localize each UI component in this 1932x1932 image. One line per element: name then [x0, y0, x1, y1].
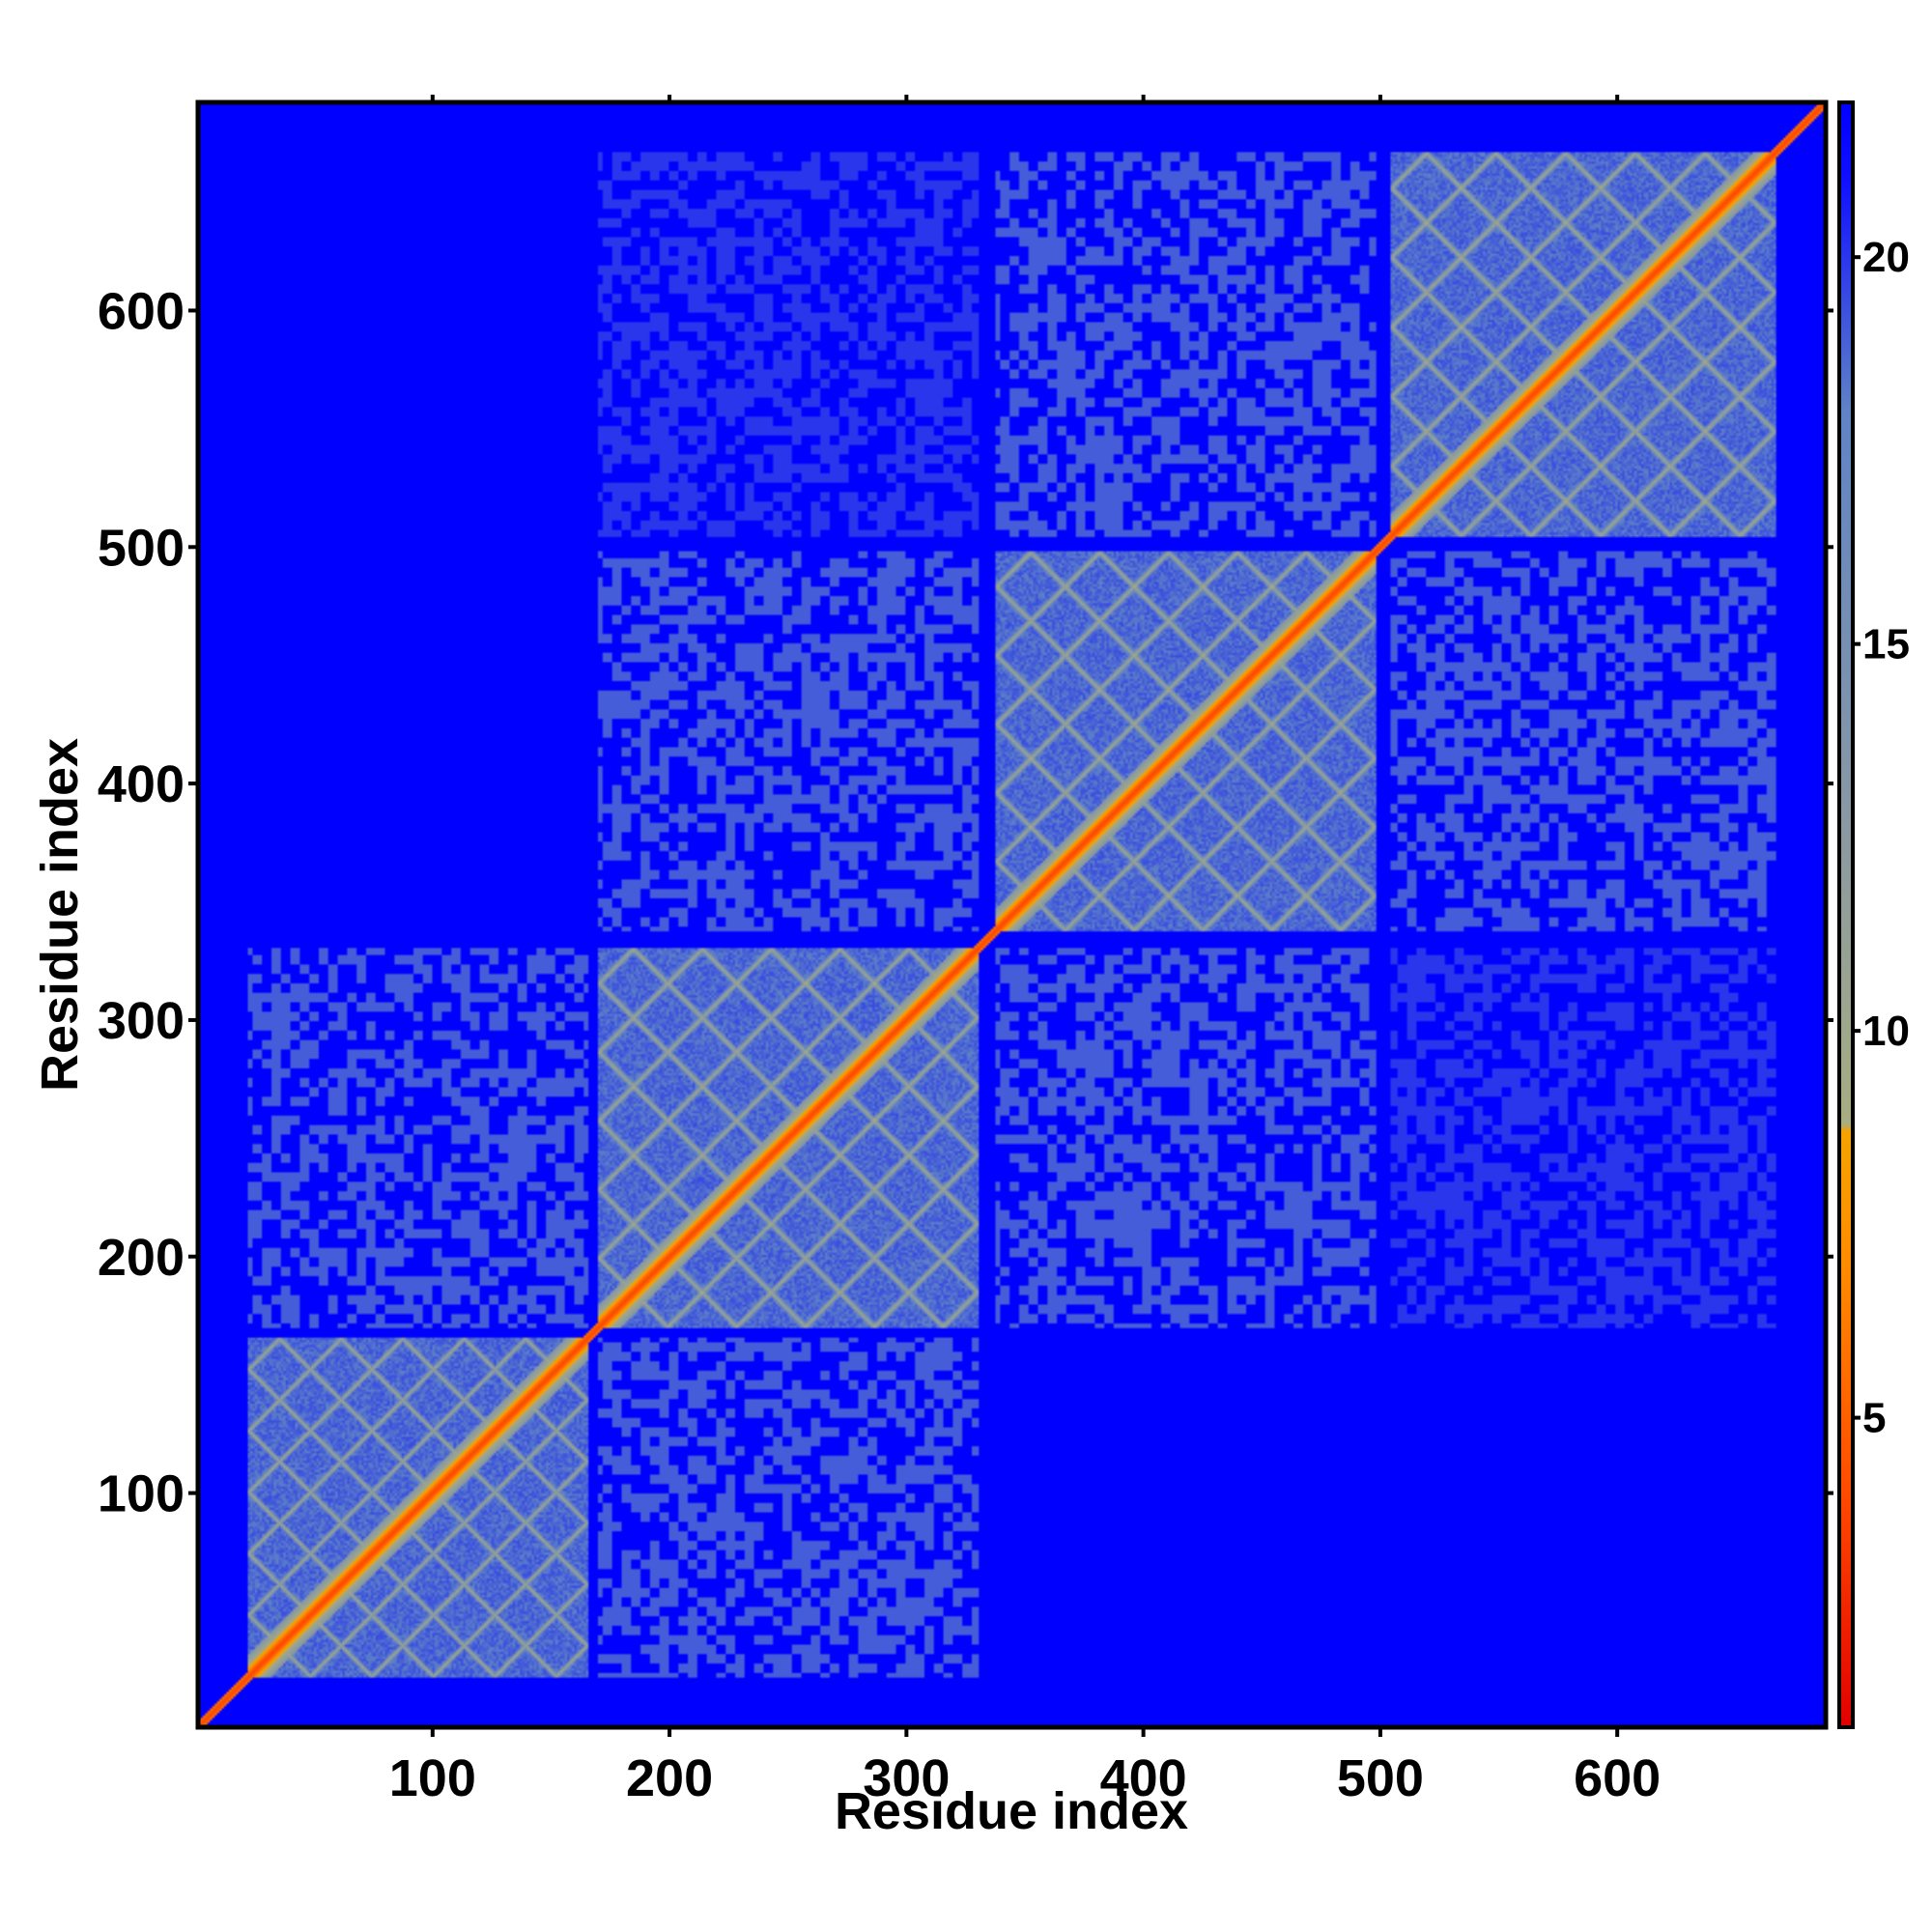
- y-tick-label: 500: [98, 519, 185, 577]
- y-axis-title: Residue index: [31, 738, 89, 1092]
- colorbar-tick-label: 5: [1862, 1395, 1886, 1442]
- colorbar: [1837, 100, 1855, 1729]
- x-tick-label: 200: [626, 1749, 713, 1807]
- y-axis-ticks: 100 200 300 400 500 600: [98, 282, 1833, 1523]
- x-tick-label: 100: [389, 1749, 476, 1807]
- colorbar-tick-label: 10: [1862, 1008, 1910, 1055]
- y-tick-label: 400: [98, 755, 185, 813]
- colorbar-tick-label: 20: [1862, 234, 1910, 281]
- plot-frame: [195, 99, 1829, 1730]
- x-axis-title: Residue index: [835, 1782, 1188, 1840]
- y-tick-label: 300: [98, 992, 185, 1050]
- x-tick-label: 500: [1337, 1749, 1424, 1807]
- x-tick-label: 600: [1574, 1749, 1661, 1807]
- y-tick-label: 100: [98, 1465, 185, 1523]
- x-axis-ticks: 100 200 300 400 500 600: [389, 95, 1661, 1807]
- x-tick-label: 400: [1100, 1749, 1187, 1807]
- colorbar-ticks: 5 10 15 20: [1853, 234, 1910, 1442]
- y-tick-label: 200: [98, 1229, 185, 1287]
- colorbar-tick-label: 15: [1862, 621, 1910, 668]
- x-tick-label: 300: [863, 1749, 950, 1807]
- distance-heatmap: [198, 102, 1826, 1727]
- y-tick-label: 600: [98, 282, 185, 340]
